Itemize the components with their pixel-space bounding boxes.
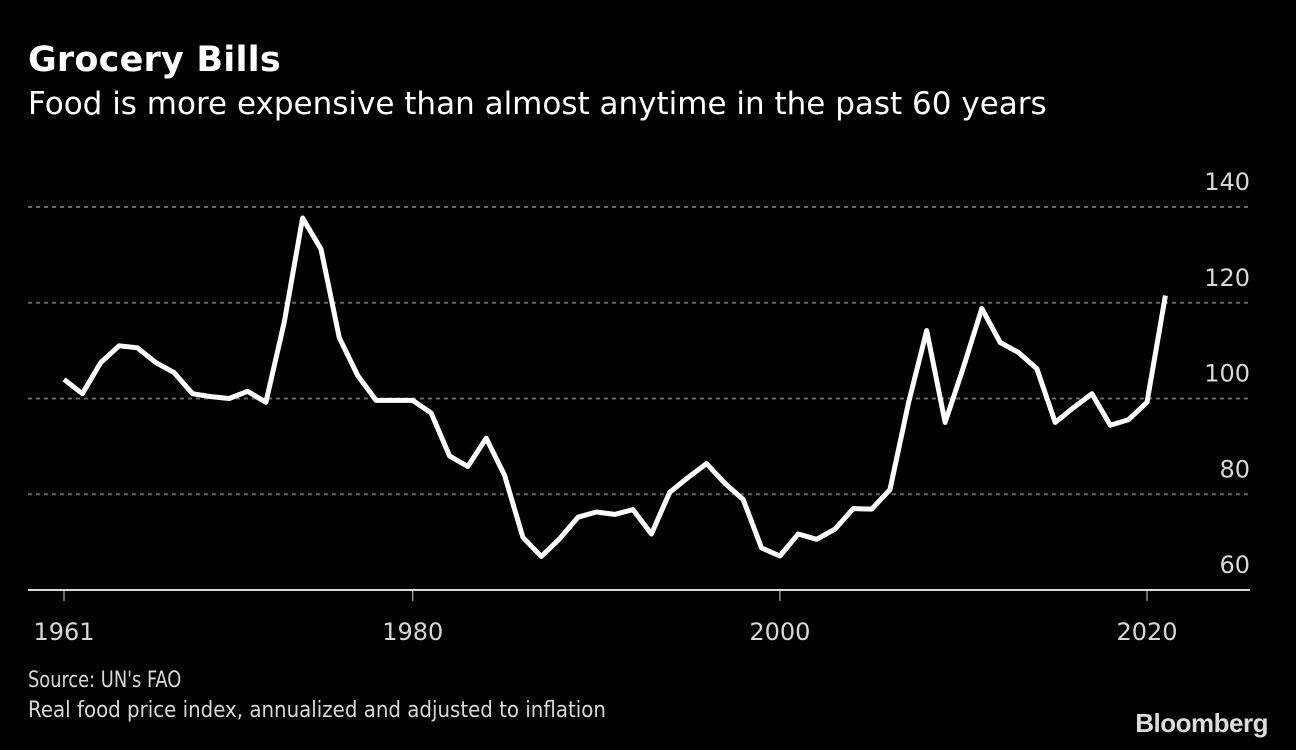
source-note: Source: UN's FAO — [28, 668, 182, 693]
series-line-0 — [62, 215, 1168, 559]
chart-subtitle: Food is more expensive than almost anyti… — [28, 86, 1047, 122]
y-tick-label-80: 80 — [1219, 455, 1250, 483]
grid-layer — [28, 206, 1250, 496]
y-tick-label-140: 140 — [1204, 168, 1250, 196]
methodology-note: Real food price index, annualized and ad… — [28, 698, 606, 723]
series-layer — [62, 215, 1168, 559]
y-tick-label-60: 60 — [1219, 551, 1250, 579]
bloomberg-logo: Bloomberg — [1135, 708, 1268, 738]
chart-title: Grocery Bills — [28, 40, 281, 80]
y-tick-label-120: 120 — [1204, 264, 1250, 292]
x-tick-label-1980: 1980 — [382, 618, 443, 646]
x-tick-label-1961: 1961 — [33, 618, 94, 646]
x-axis: 1961 1980 2000 2020 — [28, 589, 1250, 646]
x-tick-label-2020: 2020 — [1116, 618, 1177, 646]
y-axis: 60 80 100 120 140 — [1204, 168, 1250, 579]
y-tick-label-100: 100 — [1204, 360, 1250, 388]
x-tick-label-2000: 2000 — [749, 618, 810, 646]
